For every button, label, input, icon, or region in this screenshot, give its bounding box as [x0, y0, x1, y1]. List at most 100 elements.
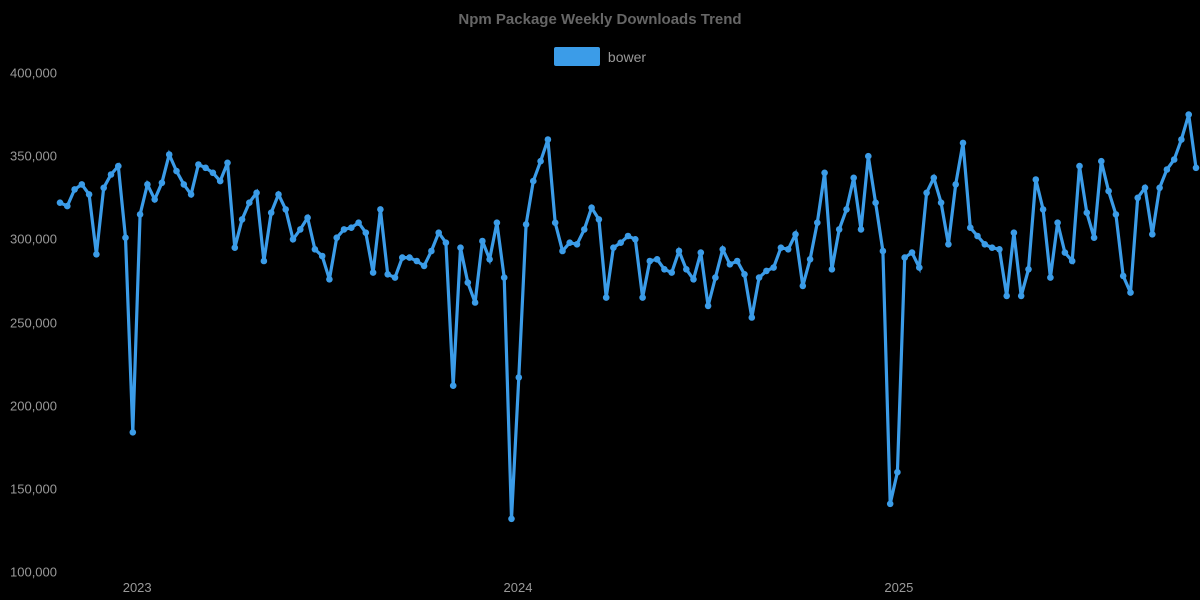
data-point-marker[interactable]	[144, 181, 151, 188]
data-point-marker[interactable]	[566, 239, 573, 246]
data-point-marker[interactable]	[1170, 156, 1178, 163]
data-point-marker[interactable]	[981, 241, 989, 248]
data-point-marker[interactable]	[253, 189, 260, 197]
data-point-marker[interactable]	[1061, 249, 1069, 256]
data-point-marker[interactable]	[1105, 187, 1112, 195]
data-point-marker[interactable]	[1127, 289, 1134, 296]
data-point-marker[interactable]	[916, 264, 923, 271]
data-point-marker[interactable]	[340, 226, 348, 233]
data-point-marker[interactable]	[901, 254, 908, 261]
data-point-marker[interactable]	[173, 167, 180, 175]
data-point-marker[interactable]	[792, 231, 799, 238]
data-point-marker[interactable]	[697, 249, 705, 256]
data-point-marker[interactable]	[1119, 272, 1127, 280]
data-point-marker[interactable]	[988, 244, 996, 251]
data-point-marker[interactable]	[508, 515, 515, 523]
data-point-marker[interactable]	[355, 219, 362, 226]
data-point-marker[interactable]	[1039, 206, 1047, 213]
data-point-marker[interactable]	[187, 191, 195, 198]
data-point-marker[interactable]	[275, 191, 282, 198]
data-point-marker[interactable]	[384, 271, 392, 278]
data-point-marker[interactable]	[690, 276, 697, 283]
data-point-marker[interactable]	[653, 255, 661, 263]
data-point-marker[interactable]	[1098, 157, 1105, 165]
data-point-marker[interactable]	[333, 234, 341, 241]
data-point-marker[interactable]	[122, 234, 129, 241]
data-point-marker[interactable]	[369, 269, 377, 276]
data-point-marker[interactable]	[763, 267, 770, 275]
data-point-marker[interactable]	[843, 206, 850, 213]
data-point-marker[interactable]	[464, 279, 472, 286]
legend-item-bower[interactable]: bower	[553, 47, 646, 66]
data-point-marker[interactable]	[872, 199, 879, 206]
data-point-marker[interactable]	[428, 247, 435, 255]
data-point-marker[interactable]	[1025, 266, 1032, 273]
data-point-marker[interactable]	[399, 254, 406, 261]
data-point-marker[interactable]	[624, 232, 632, 240]
data-point-marker[interactable]	[726, 261, 734, 268]
data-point-marker[interactable]	[755, 274, 763, 281]
data-point-marker[interactable]	[93, 251, 100, 258]
data-point-marker[interactable]	[136, 211, 144, 218]
data-point-marker[interactable]	[318, 252, 326, 260]
data-point-marker[interactable]	[719, 246, 726, 253]
data-point-marker[interactable]	[479, 237, 486, 245]
data-point-marker[interactable]	[821, 169, 828, 177]
data-point-marker[interactable]	[646, 257, 654, 265]
data-point-marker[interactable]	[1083, 209, 1091, 216]
data-point-marker[interactable]	[224, 159, 231, 167]
data-point-marker[interactable]	[850, 174, 857, 182]
data-point-marker[interactable]	[857, 226, 865, 233]
data-point-marker[interactable]	[573, 241, 581, 248]
data-point-marker[interactable]	[1010, 229, 1018, 236]
data-point-marker[interactable]	[639, 294, 646, 301]
data-point-marker[interactable]	[165, 151, 173, 158]
data-point-marker[interactable]	[1185, 111, 1192, 118]
data-point-marker[interactable]	[391, 274, 399, 281]
data-point-marker[interactable]	[297, 226, 304, 233]
data-point-marker[interactable]	[1068, 257, 1076, 265]
data-point-marker[interactable]	[202, 164, 209, 172]
data-point-marker[interactable]	[632, 236, 639, 243]
data-point-marker[interactable]	[1141, 184, 1149, 192]
data-point-marker[interactable]	[930, 174, 938, 182]
data-point-marker[interactable]	[559, 247, 566, 255]
data-point-marker[interactable]	[449, 382, 457, 390]
data-point-marker[interactable]	[865, 152, 872, 160]
data-point-marker[interactable]	[1112, 211, 1120, 218]
data-point-marker[interactable]	[537, 157, 544, 165]
data-point-marker[interactable]	[1017, 292, 1025, 300]
data-point-marker[interactable]	[100, 184, 107, 192]
data-point-marker[interactable]	[610, 244, 617, 251]
data-point-marker[interactable]	[238, 216, 246, 223]
data-point-marker[interactable]	[282, 206, 290, 213]
data-point-marker[interactable]	[435, 229, 443, 236]
data-point-marker[interactable]	[231, 244, 239, 251]
data-point-marker[interactable]	[879, 247, 887, 255]
data-point-marker[interactable]	[959, 139, 967, 147]
data-point-marker[interactable]	[413, 257, 421, 265]
data-point-marker[interactable]	[886, 500, 894, 508]
data-point-marker[interactable]	[420, 262, 428, 270]
data-point-marker[interactable]	[304, 214, 311, 221]
data-point-marker[interactable]	[828, 266, 836, 273]
data-point-marker[interactable]	[908, 249, 916, 256]
data-point-marker[interactable]	[814, 219, 821, 226]
data-point-marker[interactable]	[1054, 219, 1061, 226]
data-point-marker[interactable]	[486, 255, 493, 263]
series-bower[interactable]	[56, 111, 1200, 523]
data-point-marker[interactable]	[588, 204, 595, 211]
data-point-marker[interactable]	[1163, 166, 1171, 173]
data-point-marker[interactable]	[107, 171, 115, 178]
data-point-marker[interactable]	[777, 244, 785, 251]
data-point-marker[interactable]	[471, 299, 479, 306]
data-point-marker[interactable]	[267, 209, 275, 216]
data-point-marker[interactable]	[675, 247, 683, 255]
data-point-marker[interactable]	[158, 179, 166, 187]
data-point-marker[interactable]	[602, 294, 610, 301]
data-point-marker[interactable]	[377, 206, 384, 213]
data-point-marker[interactable]	[85, 191, 93, 198]
data-point-marker[interactable]	[1149, 231, 1156, 238]
data-point-marker[interactable]	[952, 181, 959, 188]
